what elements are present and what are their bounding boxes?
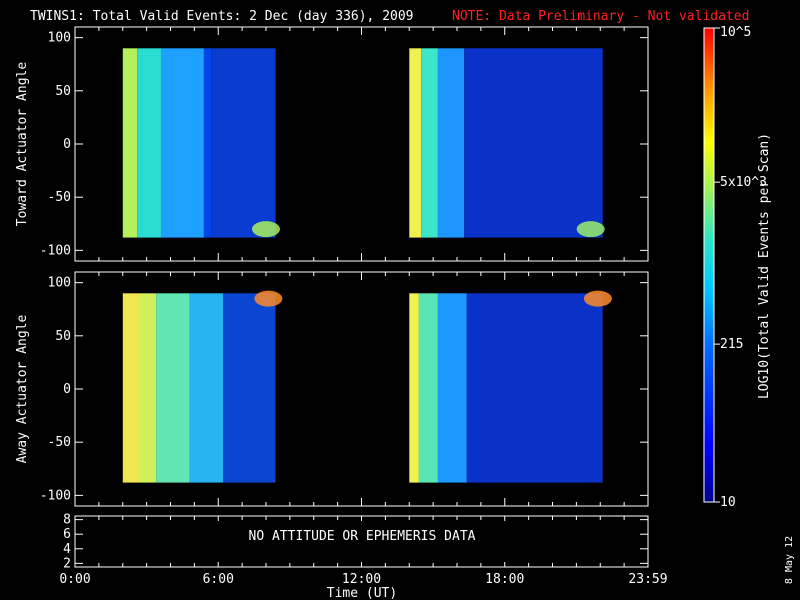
- y-tick-label: -50: [48, 190, 71, 205]
- toward-y-ticks: 100 50 0 -50 -100: [40, 31, 648, 258]
- y-tick-label: 50: [55, 84, 71, 99]
- heatmap-band: [122, 293, 140, 483]
- colorbar: [703, 27, 715, 503]
- time-x-ticks: 0:00 6:00 12:00 18:00 23:59: [59, 27, 668, 587]
- heatmap-band: [156, 293, 190, 483]
- y-tick-label: 2: [63, 556, 71, 571]
- toward-heatmap: [122, 48, 605, 238]
- heatmap-highlight: [576, 221, 605, 238]
- heatmap-band: [223, 293, 276, 483]
- away-heatmap: [122, 290, 612, 483]
- heatmap-band: [466, 293, 603, 483]
- heatmap-band: [418, 293, 438, 483]
- heatmap-band: [211, 48, 276, 238]
- heatmap-highlight: [252, 221, 280, 238]
- away-y-label: Away Actuator Angle: [15, 314, 30, 463]
- heatmap-highlight: [254, 290, 283, 307]
- heatmap-band: [421, 48, 438, 238]
- y-tick-label: -100: [40, 488, 71, 503]
- heatmap-band: [409, 48, 422, 238]
- heatmap-band: [464, 48, 603, 238]
- y-tick-label: 0: [63, 137, 71, 152]
- heatmap-band: [122, 48, 138, 238]
- heatmap-band: [437, 48, 465, 238]
- y-tick-label: 0: [63, 382, 71, 397]
- x-tick-label: 6:00: [203, 572, 234, 587]
- x-tick-label: 18:00: [485, 572, 524, 587]
- y-tick-label: -100: [40, 243, 71, 258]
- y-tick-label: -50: [48, 435, 71, 450]
- y-tick-label: 50: [55, 329, 71, 344]
- x-tick-label: 0:00: [59, 572, 90, 587]
- heatmap-band: [137, 48, 161, 238]
- ephemeris-message: NO ATTITUDE OR EPHEMERIS DATA: [249, 529, 476, 544]
- away-y-ticks: 100 50 0 -50 -100: [40, 276, 648, 503]
- preliminary-note: NOTE: Data Preliminary - Not validated: [452, 9, 749, 24]
- toward-y-label: Toward Actuator Angle: [15, 62, 30, 227]
- date-stamp: 8 May 12: [784, 536, 795, 584]
- chart-title: TWINS1: Total Valid Events: 2 Dec (day 3…: [30, 9, 414, 24]
- heatmap-band: [437, 293, 467, 483]
- x-axis-label: Time (UT): [327, 586, 397, 600]
- y-tick-label: 100: [48, 31, 71, 46]
- y-tick-label: 4: [63, 542, 71, 557]
- y-tick-label: 8: [63, 513, 71, 528]
- heatmap-band: [139, 293, 157, 483]
- colorbar-label: LOG10(Total Valid Events per Scan): [757, 133, 772, 399]
- heatmap-band: [409, 293, 419, 483]
- y-tick-label: 6: [63, 527, 71, 542]
- colorbar-tick-label: 5x10^3: [720, 175, 767, 190]
- colorbar-tick-label: 215: [720, 337, 743, 352]
- x-tick-label: 12:00: [342, 572, 381, 587]
- heatmap-band: [160, 48, 204, 238]
- heatmap-highlight: [583, 290, 612, 307]
- colorbar-tick-label: 10^5: [720, 25, 751, 40]
- heatmap-band: [203, 48, 212, 238]
- colorbar-ticks: 10^5 5x10^3 215 10: [714, 25, 767, 510]
- y-tick-label: 100: [48, 276, 71, 291]
- x-tick-label: 23:59: [628, 572, 667, 587]
- colorbar-tick-label: 10: [720, 495, 736, 510]
- heatmap-band: [189, 293, 223, 483]
